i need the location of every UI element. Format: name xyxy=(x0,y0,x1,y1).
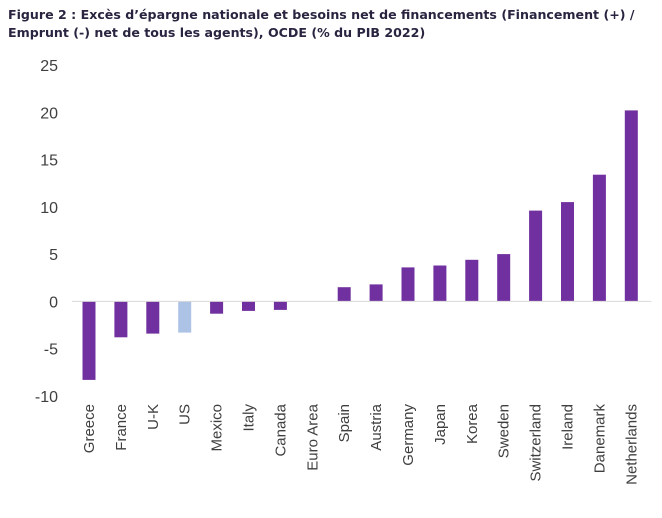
bar-canada xyxy=(273,301,287,310)
y-tick-label: 5 xyxy=(49,247,58,264)
x-category-label: Germany xyxy=(400,404,417,466)
y-tick-label: 10 xyxy=(40,200,58,217)
x-category-label: Danemark xyxy=(591,404,608,474)
y-tick-label: 20 xyxy=(40,105,58,122)
bar-mexico xyxy=(210,301,224,314)
bar-japan xyxy=(433,265,447,302)
bar-austria xyxy=(369,284,383,302)
bar-korea xyxy=(465,259,479,302)
y-tick-label: 15 xyxy=(40,153,58,170)
bars-layer xyxy=(82,110,638,380)
x-category-label: Austria xyxy=(368,403,385,450)
y-tick-label: 25 xyxy=(40,58,58,75)
x-category-label: Euro Area xyxy=(304,403,321,470)
bar-sweden xyxy=(497,254,511,302)
bar-germany xyxy=(401,267,415,302)
y-tick-labels: 25 20 15 10 5 0 -5 -10 xyxy=(35,58,58,406)
x-category-label: Canada xyxy=(272,403,289,456)
x-category-label: Greece xyxy=(81,404,98,453)
x-category-label: Ireland xyxy=(560,404,577,450)
y-tick-label: -10 xyxy=(35,389,58,406)
x-category-label: Spain xyxy=(336,404,353,442)
x-category-label: Korea xyxy=(464,403,481,444)
x-category-labels: Greece France U-K US Mexico Italy Canada Euro A… xyxy=(81,403,640,485)
y-tick-label: 0 xyxy=(49,294,58,311)
bar-netherlands xyxy=(624,110,638,302)
x-category-label: Japan xyxy=(432,404,449,445)
x-category-label: Sweden xyxy=(496,404,513,458)
x-category-label: Mexico xyxy=(209,404,226,452)
bar-ireland xyxy=(561,202,574,302)
chart-title: Figure 2 : Excès d’épargne nationale et … xyxy=(8,7,635,40)
bar-danemark xyxy=(592,174,606,302)
x-category-label: Netherlands xyxy=(623,404,640,485)
bar-italy xyxy=(242,301,255,311)
bar-us xyxy=(178,301,192,333)
x-category-label: Switzerland xyxy=(528,404,545,482)
bar-greece xyxy=(82,301,96,380)
x-category-label: U-K xyxy=(145,404,162,430)
x-category-label: Italy xyxy=(241,404,258,432)
bar-france xyxy=(114,301,128,338)
x-category-label: US xyxy=(177,404,194,425)
bar-spain xyxy=(337,287,351,302)
x-category-label: France xyxy=(113,404,130,451)
y-tick-label: -5 xyxy=(44,342,58,359)
bar-u-k xyxy=(146,301,160,334)
bar-switzerland xyxy=(529,210,543,302)
